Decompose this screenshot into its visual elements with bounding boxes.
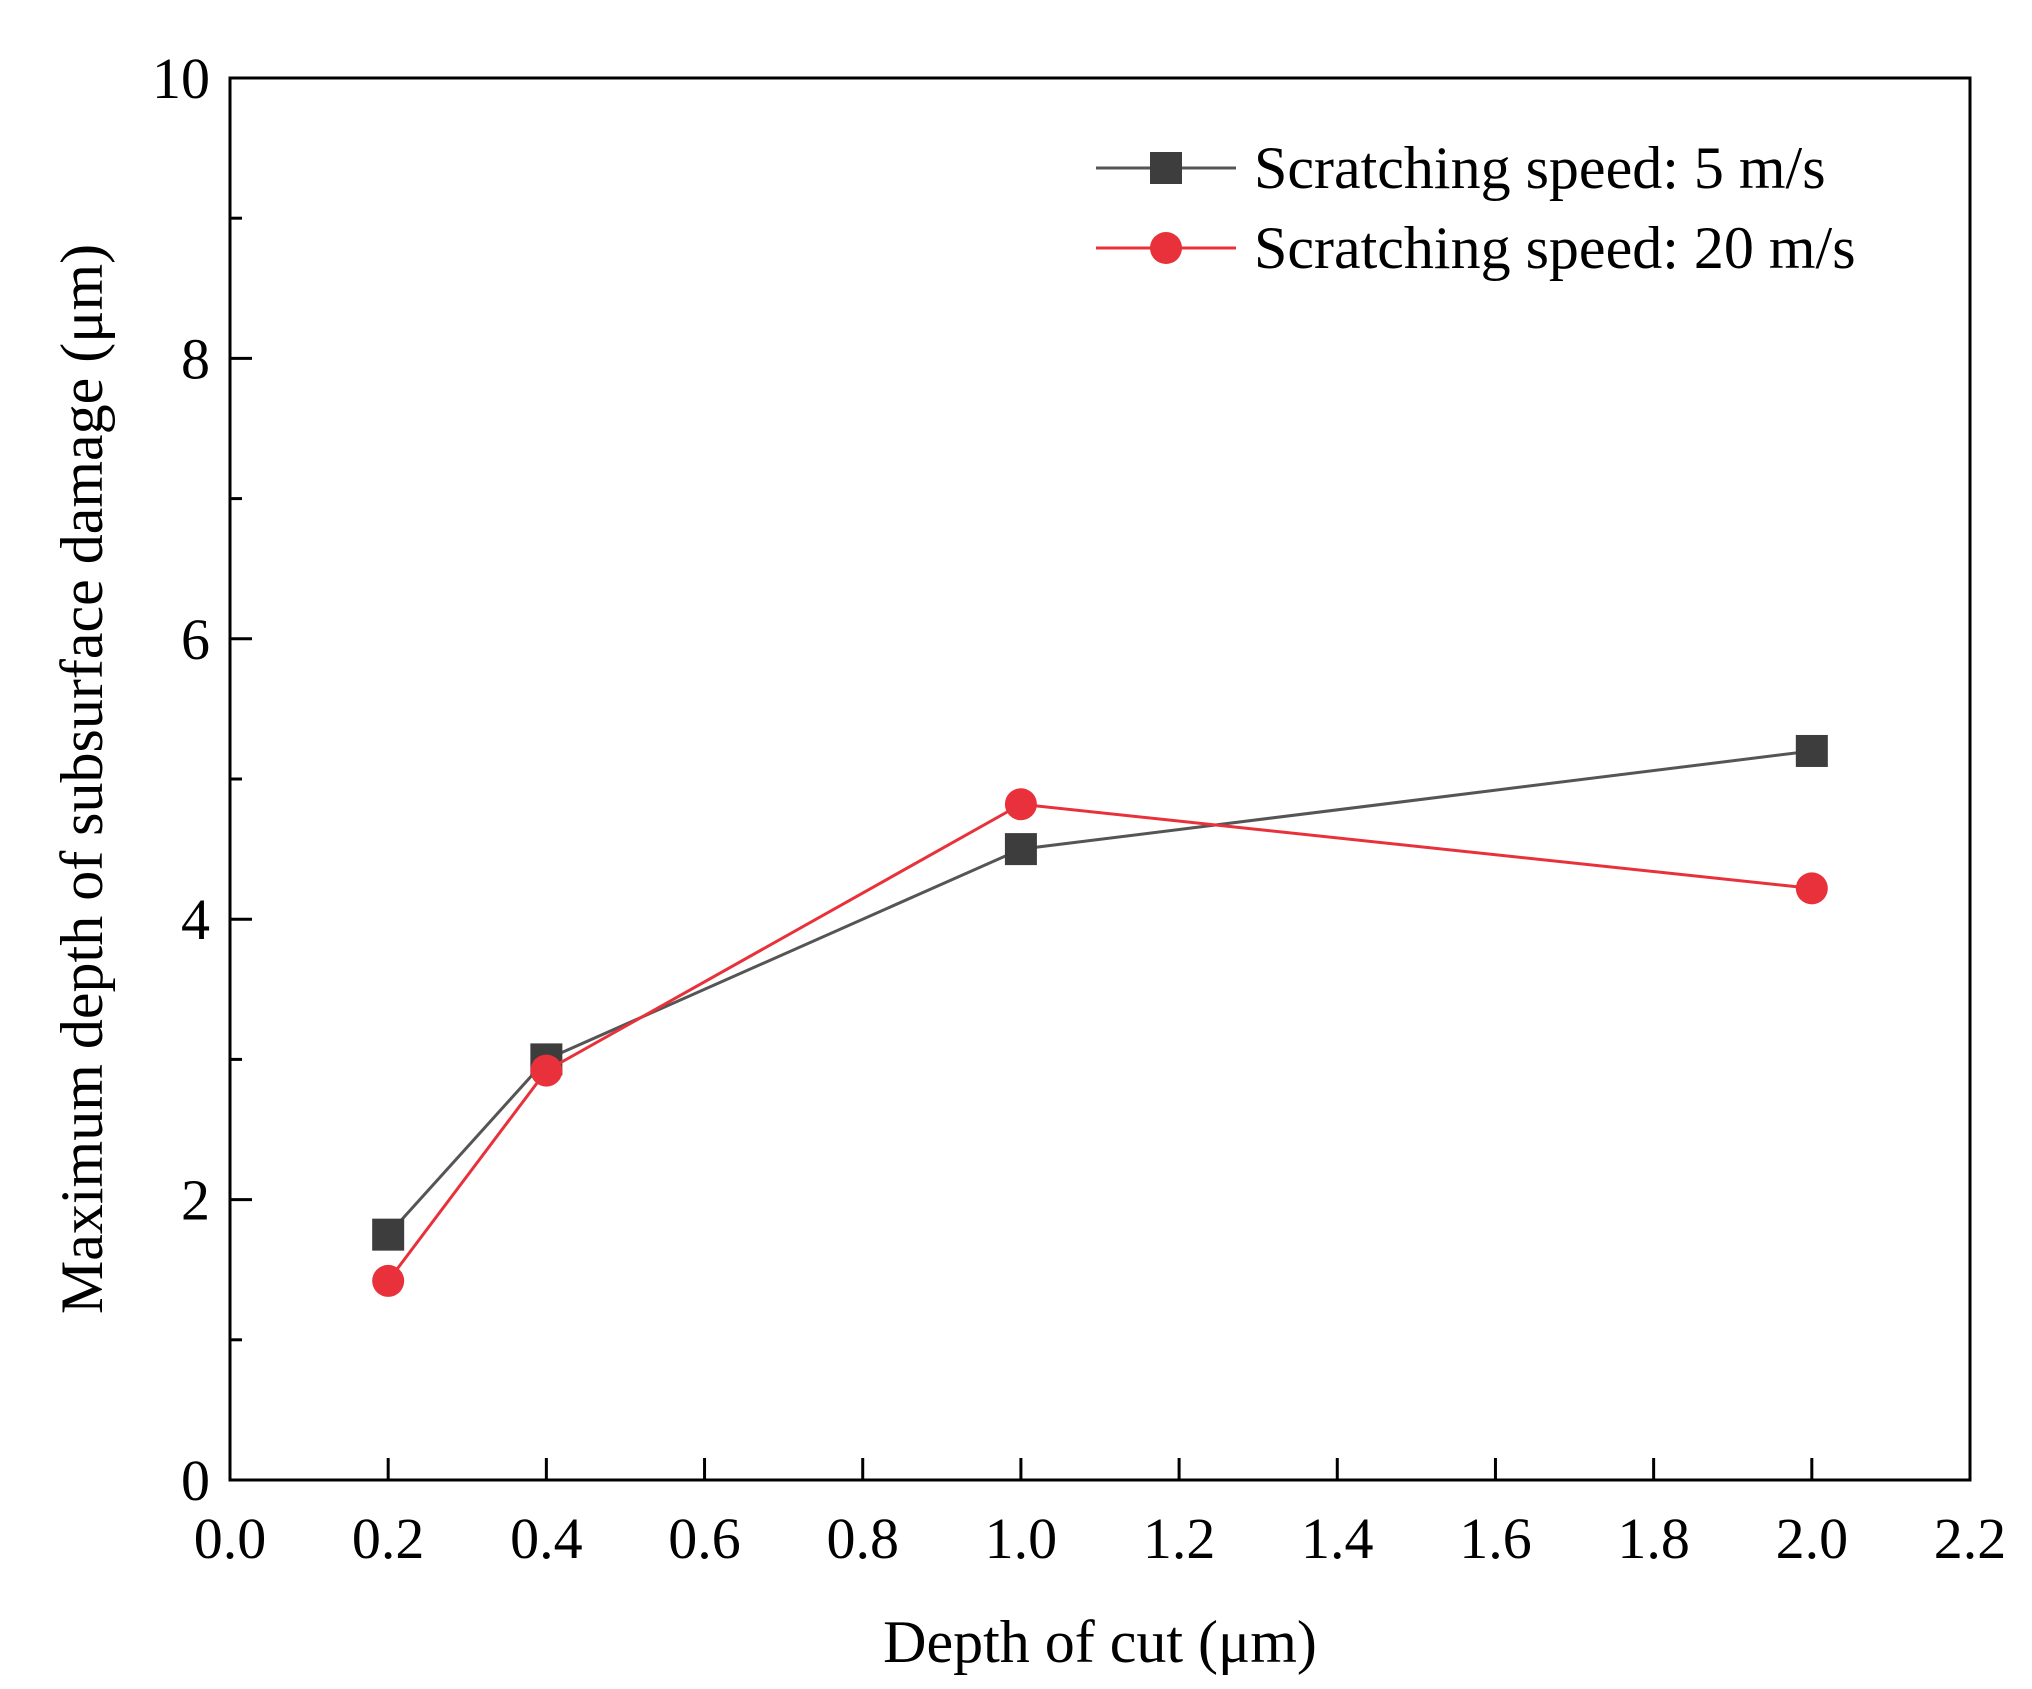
y-tick-label: 10 (152, 46, 210, 111)
x-tick-label: 1.8 (1617, 1506, 1690, 1571)
data-point-circle (372, 1264, 405, 1297)
x-tick-label: 1.2 (1143, 1506, 1216, 1571)
y-tick-label: 4 (181, 887, 210, 952)
y-tick-label: 2 (181, 1168, 210, 1233)
legend-label: Scratching speed: 20 m/s (1254, 215, 1856, 281)
series-layer (372, 734, 1828, 1297)
x-axis-ticks: 0.0 0.2 0.4 0.6 0.8 1.0 1.2 1.4 1.6 1.8 2.0 2.2 (194, 1458, 2007, 1571)
y-axis-title: Maximum depth of subsurface damage (μm) (49, 244, 115, 1314)
x-tick-label: 0.2 (352, 1506, 425, 1571)
x-tick-label: 1.6 (1459, 1506, 1532, 1571)
data-point-square (372, 1218, 405, 1251)
y-tick-label: 0 (181, 1448, 210, 1513)
y-tick-label: 8 (181, 326, 210, 391)
legend: Scratching speed: 5 m/s Scratching speed:… (1096, 135, 1856, 281)
series-line (387, 749, 1813, 1236)
series-line (386, 802, 1812, 1282)
legend-item: Scratching speed: 5 m/s (1096, 135, 1826, 201)
legend-label: Scratching speed: 5 m/s (1254, 135, 1826, 201)
x-tick-label: 0.4 (510, 1506, 583, 1571)
data-point-circle (1150, 232, 1182, 264)
x-tick-label: 2.0 (1776, 1506, 1849, 1571)
data-point-square (1795, 734, 1828, 767)
x-tick-label: 0.6 (668, 1506, 741, 1571)
series-2 (372, 788, 1828, 1297)
x-axis-title: Depth of cut (μm) (883, 1609, 1317, 1675)
data-point-circle (1795, 872, 1828, 905)
plot-area-frame (228, 76, 1972, 1482)
x-tick-label: 1.0 (985, 1506, 1058, 1571)
data-point-circle (530, 1054, 563, 1087)
y-tick-label: 6 (181, 607, 210, 672)
x-tick-label: 1.4 (1301, 1506, 1374, 1571)
legend-item: Scratching speed: 20 m/s (1096, 215, 1856, 281)
data-point-square (1150, 152, 1182, 184)
y-axis-ticks: 0 2 4 6 8 10 (152, 46, 252, 1513)
x-tick-label: 0.8 (826, 1506, 899, 1571)
x-tick-label: 0.0 (194, 1506, 267, 1571)
data-point-circle (1004, 788, 1037, 821)
x-tick-label: 2.2 (1934, 1506, 2007, 1571)
data-point-square (1004, 833, 1037, 866)
